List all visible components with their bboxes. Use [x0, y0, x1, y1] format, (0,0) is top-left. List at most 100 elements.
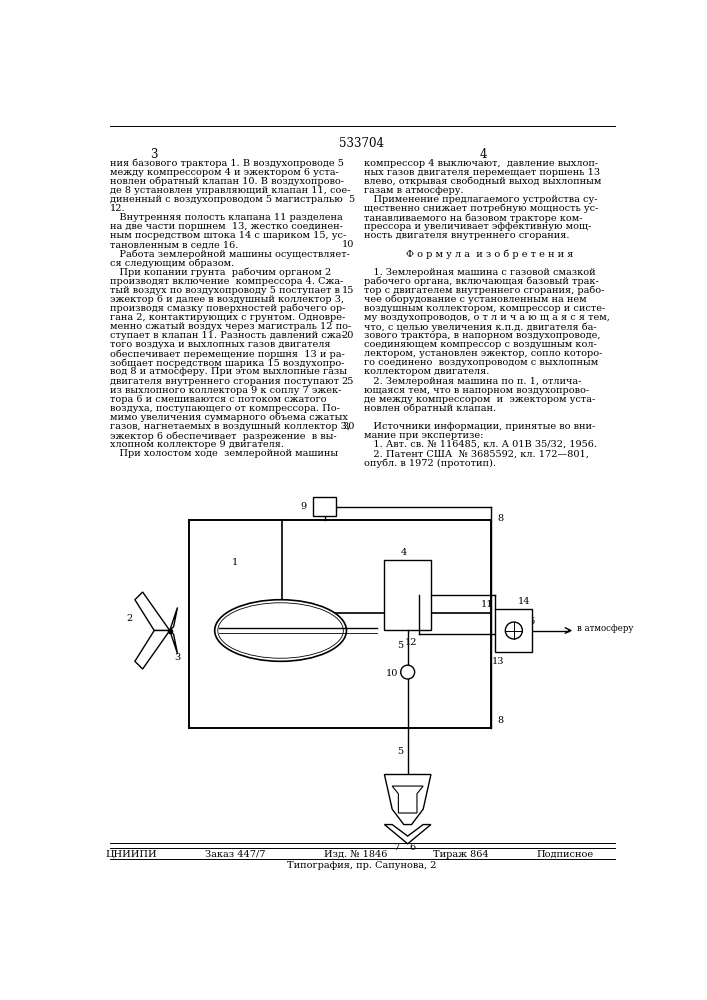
Text: Тираж 864: Тираж 864: [433, 850, 489, 859]
Text: щественно снижает потребную мощность ус-: щественно снижает потребную мощность ус-: [364, 204, 599, 213]
Text: 2: 2: [127, 614, 133, 623]
Text: прессора и увеличивает эффективную мощ-: прессора и увеличивает эффективную мощ-: [364, 222, 592, 231]
Text: тановленным в седле 16.: тановленным в седле 16.: [110, 240, 238, 249]
Text: 8: 8: [498, 716, 503, 725]
Text: Источники информации, принятые во вни-: Источники информации, принятые во вни-: [364, 422, 595, 431]
Text: коллектором двигателя.: коллектором двигателя.: [364, 367, 490, 376]
Text: чее оборудование с установленным на нем: чее оборудование с установленным на нем: [364, 295, 587, 304]
Polygon shape: [170, 631, 177, 654]
Text: 9: 9: [300, 502, 307, 511]
Text: 30: 30: [341, 422, 354, 431]
Text: зобщает посредством шарика 15 воздухопро-: зобщает посредством шарика 15 воздухопро…: [110, 358, 344, 368]
Text: 12.: 12.: [110, 204, 126, 213]
Text: го соединено  воздухопроводом с выхлопным: го соединено воздухопроводом с выхлопным: [364, 358, 599, 367]
Text: ных газов двигателя перемещает поршень 13: ных газов двигателя перемещает поршень 1…: [364, 168, 600, 177]
Text: новлен обратный клапан.: новлен обратный клапан.: [364, 404, 496, 413]
Text: воздушным коллектором, компрессор и систе-: воздушным коллектором, компрессор и сист…: [364, 304, 605, 313]
Text: 10: 10: [341, 240, 354, 249]
Bar: [313, 497, 337, 516]
Text: тый воздух по воздухопроводу 5 поступает в: тый воздух по воздухопроводу 5 поступает…: [110, 286, 340, 295]
Text: Изд. № 1846: Изд. № 1846: [324, 850, 387, 859]
Text: тора 6 и смешиваются с потоком сжатого: тора 6 и смешиваются с потоком сжатого: [110, 395, 327, 404]
Text: обеспечивает перемещение поршня  13 и ра-: обеспечивает перемещение поршня 13 и ра-: [110, 349, 345, 359]
Text: 2. Патент США  № 3685592, кл. 172—801,: 2. Патент США № 3685592, кл. 172—801,: [364, 449, 589, 458]
Text: При копании грунта  рабочим органом 2: При копании грунта рабочим органом 2: [110, 268, 332, 277]
Bar: [189, 520, 491, 728]
Text: лектором, установлен эжектор, сопло которо-: лектором, установлен эжектор, сопло кото…: [364, 349, 602, 358]
Text: мимо увеличения суммарного объема сжатых: мимо увеличения суммарного объема сжатых: [110, 413, 348, 422]
Text: менно сжатый воздух через магистраль 12 по-: менно сжатый воздух через магистраль 12 …: [110, 322, 351, 331]
Text: 5: 5: [397, 641, 403, 650]
Text: 4: 4: [480, 148, 487, 161]
Text: 1. Авт. св. № 116485, кл. А 01В 35/32, 1956.: 1. Авт. св. № 116485, кл. А 01В 35/32, 1…: [364, 440, 597, 449]
Circle shape: [506, 622, 522, 639]
Text: 3: 3: [151, 148, 158, 161]
Text: зового трактора, в напорном воздухопроводе,: зового трактора, в напорном воздухопрово…: [364, 331, 601, 340]
Text: де между компрессором  и  эжектором уста-: де между компрессором и эжектором уста-: [364, 395, 595, 404]
Text: ния базового трактора 1. В воздухопроводе 5: ния базового трактора 1. В воздухопровод…: [110, 158, 344, 168]
Text: 3: 3: [175, 653, 180, 662]
Text: компрессор 4 выключают,  давление выхлоп-: компрессор 4 выключают, давление выхлоп-: [364, 158, 598, 167]
Text: 16: 16: [512, 643, 524, 652]
Text: 7: 7: [393, 843, 399, 852]
Text: 533704: 533704: [339, 137, 385, 150]
Text: Заказ 447/7: Заказ 447/7: [205, 850, 266, 859]
Text: 13: 13: [491, 657, 504, 666]
Text: 14: 14: [518, 597, 530, 606]
Text: ступает в клапан 11. Разность давлений сжа-: ступает в клапан 11. Разность давлений с…: [110, 331, 345, 340]
Text: 1. Землеройная машина с газовой смазкой: 1. Землеройная машина с газовой смазкой: [364, 268, 596, 277]
Text: танавливаемого на базовом тракторе ком-: танавливаемого на базовом тракторе ком-: [364, 213, 583, 223]
Text: мание при экспертизе:: мание при экспертизе:: [364, 431, 484, 440]
Text: воздуха, поступающего от компрессора. По-: воздуха, поступающего от компрессора. По…: [110, 404, 340, 413]
Text: Работа землеройной машины осуществляет-: Работа землеройной машины осуществляет-: [110, 249, 350, 259]
Text: 12: 12: [404, 638, 417, 647]
Text: газам в атмосферу.: газам в атмосферу.: [364, 186, 464, 195]
Text: 15: 15: [341, 286, 354, 295]
Circle shape: [401, 665, 414, 679]
Text: ющаяся тем, что в напорном воздухопрово-: ющаяся тем, что в напорном воздухопрово-: [364, 386, 590, 395]
Text: 15: 15: [524, 617, 537, 626]
Text: 25: 25: [341, 377, 354, 386]
Text: 5: 5: [348, 195, 354, 204]
Text: на две части поршнем  13, жестко соединен-: на две части поршнем 13, жестко соединен…: [110, 222, 343, 231]
Ellipse shape: [215, 600, 346, 661]
Text: тор с двигателем внутреннего сгорания, рабо-: тор с двигателем внутреннего сгорания, р…: [364, 286, 604, 295]
Polygon shape: [135, 631, 170, 669]
Text: 8: 8: [498, 514, 503, 523]
Polygon shape: [170, 607, 177, 631]
Text: рабочего органа, включающая базовый трак-: рабочего органа, включающая базовый трак…: [364, 277, 599, 286]
Bar: [495, 609, 532, 652]
Text: му воздухопроводов, о т л и ч а ю щ а я с я тем,: му воздухопроводов, о т л и ч а ю щ а я …: [364, 313, 610, 322]
Text: производя смазку поверхностей рабочего ор-: производя смазку поверхностей рабочего о…: [110, 304, 346, 313]
Text: того воздуха и выхлопных газов двигателя: того воздуха и выхлопных газов двигателя: [110, 340, 331, 349]
Polygon shape: [135, 592, 170, 631]
Text: Подписное: Подписное: [537, 850, 594, 859]
Text: двигателя внутреннего сгорания поступают: двигателя внутреннего сгорания поступают: [110, 377, 339, 386]
Text: 20: 20: [341, 331, 354, 340]
Polygon shape: [385, 825, 431, 844]
Text: из выхлопного коллектора 9 к соплу 7 эжек-: из выхлопного коллектора 9 к соплу 7 эже…: [110, 386, 341, 395]
Text: При холостом ходе  землеройной машины: При холостом ходе землеройной машины: [110, 449, 338, 458]
Text: диненный с воздухопроводом 5 магистралью: диненный с воздухопроводом 5 магистралью: [110, 195, 343, 204]
Polygon shape: [385, 774, 431, 825]
Text: 10: 10: [386, 669, 398, 678]
Text: Внутренняя полость клапана 11 разделена: Внутренняя полость клапана 11 разделена: [110, 213, 343, 222]
Text: новлен обратный клапан 10. В воздухопрово-: новлен обратный клапан 10. В воздухопров…: [110, 177, 344, 186]
Text: де 8 установлен управляющий клапан 11, сое-: де 8 установлен управляющий клапан 11, с…: [110, 186, 351, 195]
Text: в атмосферу: в атмосферу: [578, 624, 634, 633]
Text: 11: 11: [481, 600, 493, 609]
Text: эжектор 6 и далее в воздушный коллектор 3,: эжектор 6 и далее в воздушный коллектор …: [110, 295, 344, 304]
Text: эжектор 6 обеспечивает  разрежение  в вы-: эжектор 6 обеспечивает разрежение в вы-: [110, 431, 337, 441]
Text: 2. Землеройная машина по п. 1, отлича-: 2. Землеройная машина по п. 1, отлича-: [364, 377, 582, 386]
Text: хлопном коллекторе 9 двигателя.: хлопном коллекторе 9 двигателя.: [110, 440, 284, 449]
Text: что, с целью увеличения к.п.д. двигателя ба-: что, с целью увеличения к.п.д. двигателя…: [364, 322, 597, 332]
Text: Типография, пр. Сапунова, 2: Типография, пр. Сапунова, 2: [287, 861, 437, 870]
Text: Ф о р м у л а  и з о б р е т е н и я: Ф о р м у л а и з о б р е т е н и я: [406, 249, 573, 259]
Text: ность двигателя внутреннего сгорания.: ность двигателя внутреннего сгорания.: [364, 231, 570, 240]
Text: соединяющем компрессор с воздушным кол-: соединяющем компрессор с воздушным кол-: [364, 340, 597, 349]
Text: газов, нагнетаемых в воздушный коллектор 3,: газов, нагнетаемых в воздушный коллектор…: [110, 422, 350, 431]
Text: ЦНИИПИ: ЦНИИПИ: [105, 850, 157, 859]
Text: 5: 5: [397, 747, 403, 756]
Text: производят включение  компрессора 4. Сжа-: производят включение компрессора 4. Сжа-: [110, 277, 344, 286]
Text: Применение предлагаемого устройства су-: Применение предлагаемого устройства су-: [364, 195, 598, 204]
